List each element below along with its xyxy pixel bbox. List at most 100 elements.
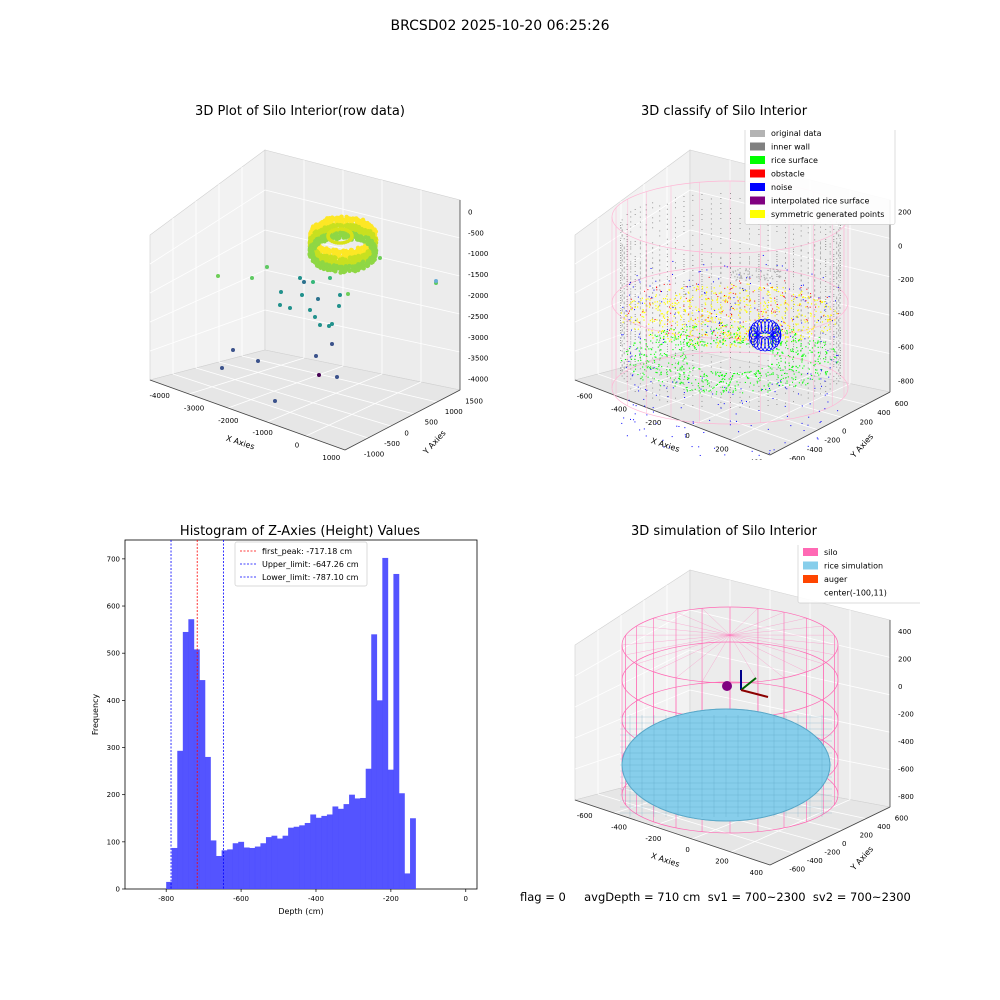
classify-rice-point <box>771 363 773 365</box>
classify-wall-point <box>623 266 625 268</box>
classify-wall-point <box>739 263 741 265</box>
classify-wall-point <box>710 386 712 388</box>
classify-symmetric-point <box>731 283 733 286</box>
classify-symmetric-point <box>787 324 789 327</box>
simulation-y-axis-line <box>769 806 891 866</box>
classify-obstacle-point <box>819 300 821 302</box>
classify-symmetric-point <box>725 300 727 302</box>
classify-rice-point <box>721 374 723 376</box>
classify-noise-point <box>831 359 833 361</box>
classify-rice-point <box>703 345 705 347</box>
histogram-y-tick-label: 200 <box>107 791 120 799</box>
classify-rice-point <box>633 342 635 344</box>
classify-rice-point <box>648 367 650 369</box>
classify-noise-point <box>628 399 630 401</box>
classify-wall-point <box>710 308 712 310</box>
classify-wall-point <box>652 287 654 289</box>
classify-wall-point <box>620 342 622 344</box>
classify-auger-noise <box>756 319 766 334</box>
classify-wall-point <box>829 336 831 338</box>
classify-symmetric-point <box>789 327 791 330</box>
classify-legend-swatch <box>750 130 765 137</box>
classify-wall-point <box>621 345 623 347</box>
raw-y-tick-label: 500 <box>425 419 438 427</box>
classify-wall-point <box>838 274 840 276</box>
classify-symmetric-point <box>698 308 700 310</box>
classify-wall-point <box>829 283 831 285</box>
classify-rice-point <box>778 364 781 366</box>
classify-wall-point <box>645 294 647 296</box>
classify-noise-point <box>684 397 686 399</box>
raw-ring-point <box>338 270 343 275</box>
raw-ring-point <box>362 239 367 244</box>
classify-obstacle-point <box>660 290 662 292</box>
classify-symmetric-point <box>795 324 797 326</box>
classify-wall-point <box>666 228 668 230</box>
classify-wall-point <box>626 249 628 250</box>
classify-wall-point <box>626 364 628 365</box>
classify-symmetric-point <box>655 308 657 310</box>
classify-wall-point <box>620 332 622 334</box>
classify-wall-point <box>840 235 841 236</box>
classify-wall-point <box>720 298 722 300</box>
classify-noise-point <box>637 386 639 388</box>
classify-symmetric-point <box>784 337 787 339</box>
classify-noise-point <box>634 309 636 311</box>
classify-noise-point <box>833 336 835 338</box>
classify-symmetric-point <box>679 337 681 339</box>
classify-rice-point <box>798 382 800 384</box>
classify-rice-point <box>779 355 781 357</box>
classify-original-point <box>739 273 741 275</box>
classify-obstacle-point <box>742 321 744 323</box>
classify-noise-point <box>786 388 788 390</box>
classify-rice-point <box>656 339 658 341</box>
classify-auger-noise <box>770 322 780 338</box>
classify-noise-point <box>628 319 630 321</box>
classify-noise-point <box>773 449 775 451</box>
classify-wall-point <box>814 260 816 262</box>
classify-rice-point <box>827 361 829 363</box>
classify-wall-point <box>710 326 712 328</box>
classify-wall-point <box>793 361 794 363</box>
simulation-y-tick-label: 600 <box>895 814 908 822</box>
raw-data-point <box>318 323 322 327</box>
classify-rice-point <box>824 344 826 346</box>
classify-symmetric-point <box>695 306 697 308</box>
classify-symmetric-point <box>802 336 804 338</box>
classify-noise-point <box>643 398 645 400</box>
classify-noise-point <box>676 381 678 383</box>
classify-wall-point <box>776 260 778 262</box>
classify-rice-point <box>742 337 744 340</box>
classify-wall-point <box>620 295 621 296</box>
classify-rice-point <box>737 384 739 386</box>
classify-wall-point <box>836 251 838 253</box>
classify-wall-point <box>776 300 778 302</box>
classify-wall-point <box>767 279 769 281</box>
classify-wall-point <box>785 237 786 239</box>
classify-rice-point <box>817 361 819 363</box>
classify-original-point <box>746 276 748 278</box>
classify-noise-point <box>777 382 779 384</box>
classify-wall-point <box>758 405 760 407</box>
classify-wall-point <box>829 251 831 253</box>
classify-wall-point <box>692 385 694 386</box>
classify-symmetric-point <box>704 333 706 335</box>
classify-wall-point <box>626 234 628 235</box>
classify-obstacle-point <box>765 311 767 313</box>
classify-wall-point <box>620 315 621 316</box>
classify-wall-point <box>659 274 661 276</box>
classify-wall-point <box>620 337 622 339</box>
classify-wall-point <box>639 216 641 218</box>
classify-rice-point <box>798 371 800 373</box>
classify-wall-point <box>838 229 840 231</box>
classify-wall-point <box>623 253 625 255</box>
classify-wall-point <box>730 288 731 289</box>
classify-symmetric-point <box>651 330 653 332</box>
classify-symmetric-point <box>669 321 671 323</box>
classify-wall-point <box>793 286 794 288</box>
classify-symmetric-point <box>750 336 752 338</box>
classify-wall-point <box>720 381 722 383</box>
classify-rice-point <box>633 344 635 346</box>
classify-rice-point <box>718 328 720 330</box>
classify-wall-point <box>839 292 841 294</box>
